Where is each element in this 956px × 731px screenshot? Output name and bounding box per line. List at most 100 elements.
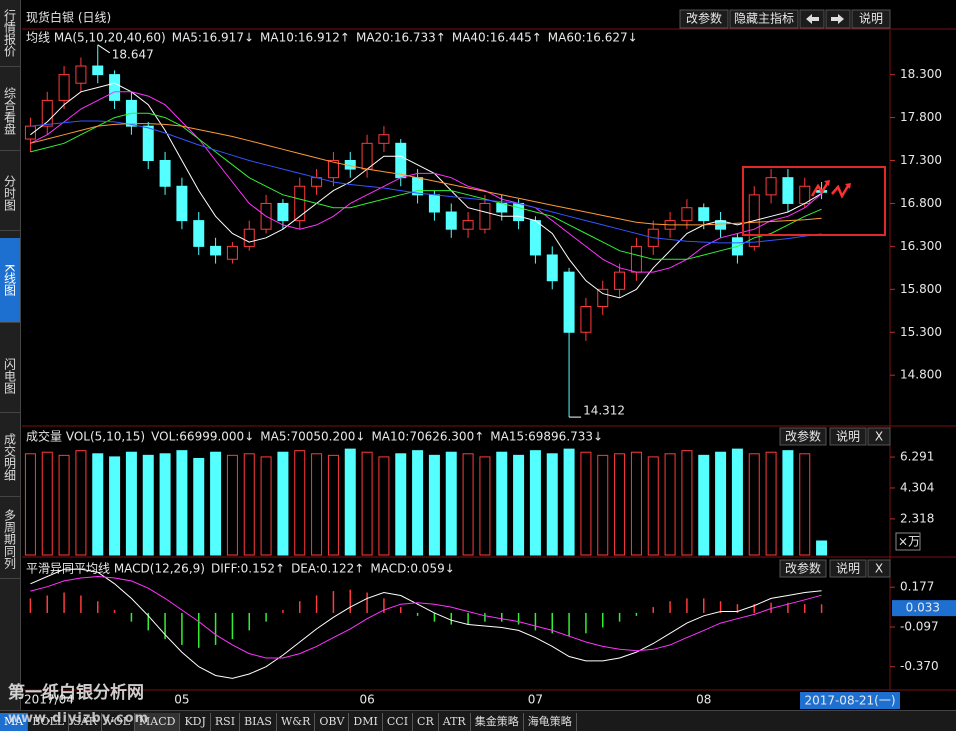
volume-bar xyxy=(344,448,356,556)
button[interactable] xyxy=(779,427,827,446)
y-tick-label: 17.300 xyxy=(900,153,942,167)
button-label[interactable]: 说明 xyxy=(836,561,860,576)
volume-bar xyxy=(664,453,676,556)
bottom-tab[interactable]: VOL xyxy=(102,712,135,731)
bottom-tab[interactable]: W&R xyxy=(277,712,316,731)
y-tick-label: 16.300 xyxy=(900,239,942,253)
candle-body xyxy=(226,245,238,260)
button-label[interactable]: 改参数 xyxy=(686,11,722,26)
y-tick-label: 2.318 xyxy=(900,511,934,525)
candle-body xyxy=(92,65,104,76)
date-box xyxy=(800,692,900,709)
volume-bar xyxy=(142,454,154,556)
left-arrow[interactable] xyxy=(806,14,819,24)
button-label[interactable]: 说明 xyxy=(859,11,883,26)
legend-entry: MA40:16.445↑ xyxy=(452,31,542,45)
button[interactable] xyxy=(867,559,891,578)
candle-body xyxy=(529,220,541,256)
candle-body xyxy=(176,185,188,222)
bottom-tab[interactable]: MA xyxy=(0,712,29,731)
header-buttons: 改参数 隐藏主指标 说明 xyxy=(679,9,891,29)
volume-bar xyxy=(109,456,121,556)
button[interactable] xyxy=(729,9,799,29)
volume-bar xyxy=(428,454,440,556)
volume-bar xyxy=(765,451,777,556)
bottom-tab[interactable]: RSI xyxy=(211,712,241,731)
volume-bar xyxy=(496,451,508,556)
right-arrow[interactable] xyxy=(831,14,844,24)
button[interactable] xyxy=(829,427,867,446)
y-tick-label: 16.800 xyxy=(900,196,942,210)
legend-entry: 平滑异同平均线 MACD(12,26,9) xyxy=(26,562,205,576)
volume-bar xyxy=(580,451,592,556)
legend-entry: MA10:16.912↑ xyxy=(260,31,350,45)
button[interactable] xyxy=(867,427,891,446)
volume-bar xyxy=(782,450,794,556)
bottom-tab[interactable]: 海龟策略 xyxy=(524,712,577,731)
bottom-tab[interactable]: BOLL xyxy=(28,712,70,731)
button-label[interactable]: 改参数 xyxy=(785,561,821,576)
x-tick-label: 07 xyxy=(528,693,543,707)
button[interactable] xyxy=(679,9,729,29)
candle-body xyxy=(597,288,609,307)
candle-body xyxy=(445,211,457,230)
volume-bar xyxy=(58,454,70,556)
left-tab[interactable]: 行情报价 xyxy=(0,0,20,67)
ma-line xyxy=(30,123,822,226)
candle-body xyxy=(193,220,205,247)
low-label: 14.312 xyxy=(583,404,625,418)
bottom-tab[interactable]: CR xyxy=(413,712,439,731)
left-tab[interactable]: 综合看盘 xyxy=(0,72,20,151)
button-label[interactable]: 改参数 xyxy=(785,429,821,444)
volume-bar xyxy=(563,448,575,556)
volume-bar xyxy=(210,451,222,556)
candle-body xyxy=(210,245,222,256)
candle-body xyxy=(614,271,626,290)
panel-buttons: 改参数 说明 X 改参数 说明 X xyxy=(779,427,891,578)
bottom-tab[interactable]: OBV xyxy=(315,712,350,731)
candle-body xyxy=(109,74,121,101)
annotation-arrow xyxy=(831,184,850,199)
y-tick-label: -0.370 xyxy=(900,659,939,673)
bottom-tab[interactable]: CCI xyxy=(383,712,414,731)
button-label[interactable]: X xyxy=(875,562,883,576)
bottom-tab[interactable]: BIAS xyxy=(240,712,277,731)
button[interactable] xyxy=(829,559,867,578)
button-label[interactable]: 说明 xyxy=(836,429,860,444)
bottom-tab[interactable]: KDJ xyxy=(180,712,211,731)
left-tab[interactable]: 分时图 xyxy=(0,156,20,231)
left-tab[interactable]: K线图 xyxy=(0,238,20,323)
legend-entry: VOL:66999.000↓ xyxy=(151,430,254,444)
volume-bar xyxy=(546,453,558,556)
legend-entry: 成交量 VOL(5,10,15) xyxy=(26,429,145,444)
button[interactable] xyxy=(851,9,891,29)
y-tick-label: 17.800 xyxy=(900,110,942,124)
button-label[interactable]: 隐藏主指标 xyxy=(734,11,794,26)
volume-bar xyxy=(715,451,727,556)
bottom-tab[interactable]: 集金策略 xyxy=(471,712,524,731)
bottom-tab[interactable]: DMI xyxy=(349,712,383,731)
y-tick-label: -0.097 xyxy=(900,620,939,634)
bottom-tab[interactable]: MACD xyxy=(134,712,181,731)
macd-line xyxy=(30,568,822,679)
legend-entry: MA20:16.733↑ xyxy=(356,31,446,45)
volume-bar xyxy=(479,456,491,556)
volume-bar xyxy=(311,453,323,556)
left-tab[interactable]: 多周期同列 xyxy=(0,500,20,579)
button[interactable] xyxy=(779,559,827,578)
chart-title: 现货白银 (日线) xyxy=(26,10,111,25)
legend-entry: MA15:69896.733↓ xyxy=(490,430,603,444)
button-label[interactable]: X xyxy=(875,430,883,444)
volume-bar xyxy=(698,454,710,556)
high-label: 18.647 xyxy=(112,47,154,61)
ma-line xyxy=(30,82,822,299)
bottom-tab[interactable]: SAR xyxy=(69,712,102,731)
volume-bar xyxy=(513,454,525,556)
candle-body xyxy=(41,99,53,127)
volume-bar xyxy=(361,451,373,556)
left-tab[interactable]: 闪电图 xyxy=(0,340,20,413)
volume-bar xyxy=(277,451,289,556)
bottom-tab[interactable]: ATR xyxy=(439,712,471,731)
left-tab[interactable]: 成交明细 xyxy=(0,418,20,497)
volume-bar xyxy=(445,451,457,556)
